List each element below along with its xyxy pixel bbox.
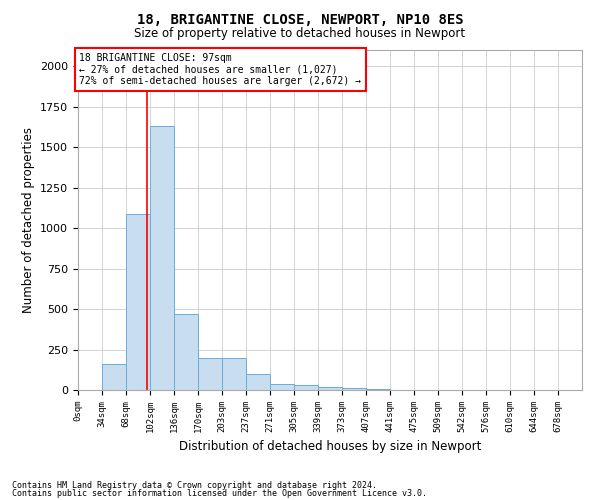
Text: Contains HM Land Registry data © Crown copyright and database right 2024.: Contains HM Land Registry data © Crown c… <box>12 480 377 490</box>
Bar <box>342 388 366 390</box>
Text: 18 BRIGANTINE CLOSE: 97sqm
← 27% of detached houses are smaller (1,027)
72% of s: 18 BRIGANTINE CLOSE: 97sqm ← 27% of deta… <box>79 53 361 86</box>
Text: Size of property relative to detached houses in Newport: Size of property relative to detached ho… <box>134 28 466 40</box>
Bar <box>318 387 342 390</box>
Bar <box>102 364 126 390</box>
Bar <box>174 314 199 390</box>
Bar <box>270 384 294 390</box>
Bar <box>199 358 221 390</box>
Bar <box>294 385 318 390</box>
Text: 18, BRIGANTINE CLOSE, NEWPORT, NP10 8ES: 18, BRIGANTINE CLOSE, NEWPORT, NP10 8ES <box>137 12 463 26</box>
Y-axis label: Number of detached properties: Number of detached properties <box>22 127 35 313</box>
Bar <box>366 389 390 390</box>
Bar <box>221 358 246 390</box>
Bar <box>126 214 150 390</box>
Bar <box>246 374 270 390</box>
Bar <box>150 126 174 390</box>
X-axis label: Distribution of detached houses by size in Newport: Distribution of detached houses by size … <box>179 440 481 454</box>
Text: Contains public sector information licensed under the Open Government Licence v3: Contains public sector information licen… <box>12 489 427 498</box>
